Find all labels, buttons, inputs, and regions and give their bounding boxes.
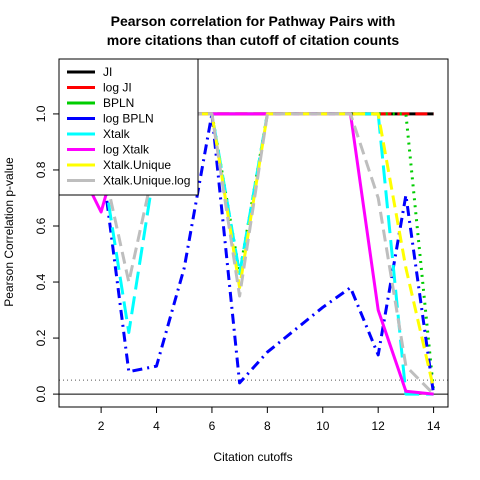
y-tick-label-0: 0.0 <box>34 385 48 402</box>
x-tick-label-0: 2 <box>98 419 105 433</box>
x-tick-label-5: 12 <box>371 419 385 433</box>
y-tick-label-4: 0.8 <box>34 161 48 178</box>
y-tick-label-1: 0.2 <box>34 329 48 346</box>
x-axis-label: Citation cutoffs <box>213 450 292 464</box>
y-tick-label-3: 0.6 <box>34 217 48 234</box>
y-axis-label: Pearson Correlation p-value <box>2 157 16 307</box>
series-line-4 <box>73 112 434 396</box>
legend-box <box>58 58 199 196</box>
axes-group: 2 4 6 8 10 12 14 0.0 0.2 0.4 0.6 0.8 1.0 <box>34 58 449 433</box>
y-tick-label-5: 1.0 <box>34 105 48 122</box>
legend-label-4: Xtalk <box>103 127 131 141</box>
reference-lines-group <box>59 379 448 395</box>
x-tick-label-3: 8 <box>264 419 271 433</box>
legend-label-0: JI <box>103 65 112 79</box>
series-line-7 <box>73 112 435 396</box>
legend-label-6: Xtalk.Unique <box>103 158 171 172</box>
x-tick-label-4: 10 <box>316 419 330 433</box>
legend-label-2: BPLN <box>103 96 134 110</box>
legend-label-5: log Xtalk <box>103 143 150 157</box>
legend-label-7: Xtalk.Unique.log <box>103 174 190 188</box>
legend-label-1: log JI <box>103 81 132 95</box>
y-tick-label-2: 0.4 <box>34 273 48 290</box>
chart-title-line-2: more citations than cutoff of citation c… <box>107 32 400 48</box>
legend-label-3: log BPLN <box>103 112 154 126</box>
x-tick-label-1: 4 <box>153 419 160 433</box>
x-tick-label-2: 6 <box>209 419 216 433</box>
chart-title-line-1: Pearson correlation for Pathway Pairs wi… <box>111 13 396 29</box>
series-line-3 <box>73 112 436 395</box>
x-tick-label-6: 14 <box>427 419 441 433</box>
plot-frame <box>58 58 449 408</box>
series-lines-group <box>72 112 436 396</box>
